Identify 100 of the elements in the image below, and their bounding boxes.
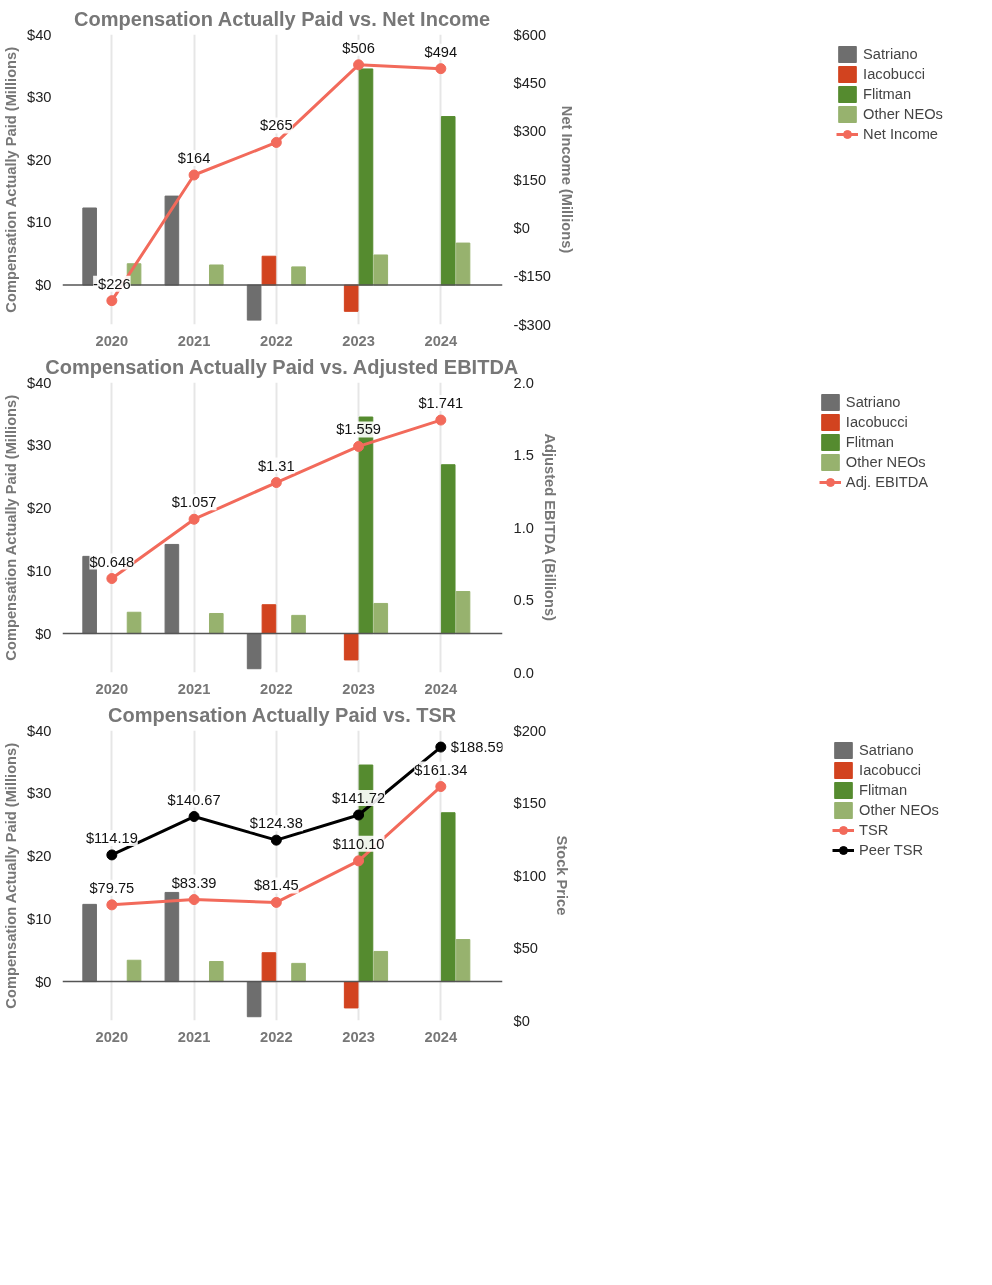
legend-label: Satriano [845, 394, 901, 410]
legend-label: TSR [859, 822, 889, 838]
bar [291, 962, 306, 983]
data-label: $124.38 [249, 815, 303, 832]
data-label: $1.741 [418, 395, 464, 412]
y2-tick-label: $150 [513, 795, 547, 811]
x-tick-label: 2021 [177, 680, 211, 697]
point [270, 136, 282, 148]
y-tick-label: $30 [27, 437, 52, 454]
legend-label: Satriano [859, 742, 914, 758]
bar [208, 613, 224, 635]
bar [126, 611, 142, 635]
y2-axis-title: Net Income (Millions) [558, 105, 575, 254]
y-tick-label: $0 [35, 973, 52, 990]
bar [343, 981, 359, 1009]
bar [246, 981, 262, 1018]
bar [126, 959, 142, 983]
legend-label: Peer TSR [859, 842, 924, 858]
y-tick-label: $30 [27, 785, 52, 802]
bar [358, 68, 374, 286]
data-label: $1.31 [257, 457, 295, 474]
y-tick-label: $20 [27, 500, 52, 517]
legend-label: Net Income [863, 126, 939, 142]
x-tick-label: 2023 [342, 1028, 375, 1045]
point [270, 896, 282, 908]
x-tick-label: 2022 [260, 680, 293, 697]
chart-title: Compensation Actually Paid vs. TSR [108, 703, 457, 726]
data-label: $79.75 [89, 879, 135, 896]
point [106, 849, 118, 861]
data-label: $494 [424, 43, 458, 60]
bar [164, 543, 180, 635]
point [353, 59, 365, 71]
data-label: $188.59 [450, 739, 504, 756]
y2-axis-title: Stock Price [554, 835, 571, 916]
y-tick-label: $40 [27, 26, 52, 43]
x-tick-label: 2024 [424, 332, 458, 349]
y-tick-label: $0 [35, 277, 52, 294]
legend-label: Other NEOs [859, 802, 939, 818]
bar [455, 242, 471, 286]
data-label: $1.559 [336, 421, 381, 438]
point [435, 414, 447, 426]
y2-tick-label: -$300 [513, 316, 551, 333]
point [435, 741, 447, 753]
bar [164, 195, 180, 286]
legend-label: Iacobucci [863, 66, 925, 82]
y2-tick-label: 0.5 [513, 592, 534, 608]
data-label: -$226 [93, 275, 131, 292]
y-tick-label: $20 [27, 848, 52, 865]
bar [261, 604, 277, 635]
y2-tick-label: $300 [513, 123, 547, 140]
point [270, 834, 282, 846]
y-axis-title: Compensation Actually Paid (Millions) [3, 46, 20, 313]
legend-label: Flitman [863, 86, 912, 102]
bar [261, 255, 277, 286]
point [188, 811, 200, 823]
legend-label: Flitman [845, 434, 894, 450]
x-tick-label: 2020 [95, 1028, 129, 1045]
legend-label: Iacobucci [845, 414, 908, 430]
bar [291, 614, 306, 635]
data-label: $140.67 [167, 791, 221, 808]
data-label: $83.39 [171, 874, 217, 891]
bar [373, 254, 389, 286]
x-tick-label: 2023 [342, 332, 375, 349]
x-tick-label: 2024 [424, 1028, 458, 1045]
point [435, 781, 447, 793]
x-tick-label: 2022 [260, 1028, 293, 1045]
bar [440, 812, 456, 983]
x-tick-label: 2021 [177, 1028, 211, 1045]
x-tick-label: 2020 [95, 332, 129, 349]
bar [246, 633, 262, 670]
y2-tick-label: $200 [513, 722, 547, 739]
data-label: $110.10 [332, 835, 385, 852]
data-label: $506 [342, 39, 375, 56]
point [353, 809, 365, 821]
bar [440, 116, 456, 286]
y2-tick-label: $0 [513, 1012, 530, 1029]
bar [208, 961, 224, 983]
bar [373, 602, 389, 635]
point [188, 894, 200, 906]
bar [246, 284, 262, 321]
y-tick-label: $10 [27, 214, 52, 231]
x-tick-label: 2021 [177, 332, 211, 349]
bar [440, 464, 456, 635]
bar [343, 284, 359, 312]
y-axis-title: Compensation Actually Paid (Millions) [3, 742, 20, 1009]
data-label: $0.648 [89, 553, 135, 570]
bar [455, 591, 471, 635]
y2-tick-label: $100 [513, 867, 547, 884]
y2-tick-label: -$150 [513, 268, 551, 285]
point [353, 855, 365, 867]
y-tick-label: $10 [27, 562, 52, 579]
bar [164, 891, 180, 983]
bar [261, 952, 277, 983]
bar [82, 903, 97, 983]
legend-label: Iacobucci [859, 762, 921, 778]
y2-tick-label: 1.5 [513, 447, 534, 463]
y-tick-label: $20 [27, 151, 52, 168]
point [106, 573, 118, 585]
point [188, 513, 200, 525]
legend-label: Adj. EBITDA [845, 474, 929, 490]
